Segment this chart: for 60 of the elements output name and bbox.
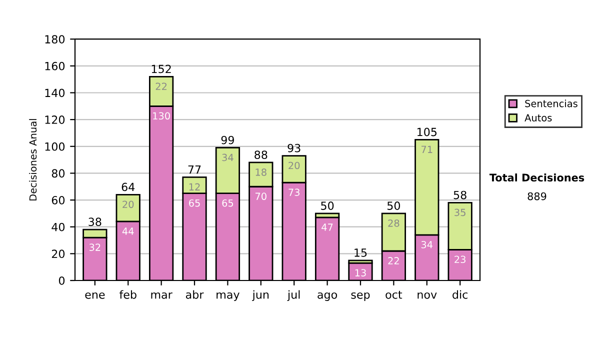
- data-label: 47: [322, 224, 333, 231]
- data-label: 35: [454, 208, 466, 216]
- x-tick-label: ago: [318, 292, 338, 301]
- legend-label: Sentencias: [525, 100, 578, 108]
- y-axis-title: Decisiones Anual: [29, 119, 37, 200]
- data-label: 130: [153, 112, 170, 120]
- x-tick-label: may: [216, 292, 240, 301]
- data-label: 20: [122, 200, 134, 208]
- total-label: 152: [152, 64, 171, 74]
- data-label: 23: [454, 256, 466, 264]
- total-label: 38: [88, 218, 102, 226]
- total-label: 93: [288, 144, 300, 152]
- total-label: 99: [221, 136, 234, 144]
- data-label: 32: [89, 244, 100, 251]
- x-tick-label: oct: [386, 290, 402, 299]
- y-tick-label: 60: [52, 196, 65, 204]
- data-label: 71: [421, 146, 432, 153]
- data-label: 22: [388, 257, 399, 264]
- data-label: 70: [256, 192, 266, 200]
- total-label: 50: [387, 202, 400, 210]
- data-label: 65: [222, 199, 234, 207]
- x-tick-label: dic: [452, 290, 468, 299]
- x-tick-label: jul: [287, 290, 300, 301]
- data-label: 65: [189, 199, 200, 207]
- y-tick-label: 120: [45, 116, 65, 124]
- y-tick-label: 100: [45, 142, 65, 151]
- y-tick-label: 20: [52, 250, 65, 258]
- data-label: 12: [189, 183, 200, 190]
- y-tick-label: 80: [52, 169, 65, 178]
- total-label: 15: [354, 248, 367, 257]
- y-tick-label: 140: [45, 88, 65, 98]
- x-tick-label: abr: [186, 290, 204, 299]
- data-label: 22: [156, 82, 167, 90]
- data-label: 18: [256, 168, 266, 176]
- x-tick-label: sep: [351, 292, 370, 301]
- data-label: 13: [355, 269, 366, 276]
- data-label: 73: [288, 188, 300, 196]
- total-label: 105: [418, 128, 437, 136]
- data-label: 44: [122, 228, 134, 235]
- y-tick-label: 160: [45, 62, 65, 70]
- x-tick-label: feb: [119, 290, 136, 299]
- total-label: 58: [454, 190, 466, 200]
- x-tick-label: mar: [151, 292, 172, 299]
- text: Total Decisiones: [489, 173, 584, 182]
- y-tick-label: 0: [58, 276, 65, 285]
- data-label: 28: [388, 219, 400, 227]
- data-label: 20: [288, 162, 300, 170]
- y-tick-label: 40: [52, 222, 65, 232]
- data-label: 34: [222, 154, 234, 162]
- x-tick-label: nov: [418, 292, 437, 299]
- legend-label: Autos: [524, 114, 552, 122]
- total-label: 50: [321, 202, 334, 210]
- text: 889: [528, 192, 546, 200]
- x-tick-label: jun: [252, 290, 269, 301]
- total-label: 88: [254, 150, 268, 159]
- x-tick-label: ene: [85, 292, 105, 299]
- y-tick-label: 180: [45, 35, 65, 44]
- data-label: 34: [421, 240, 433, 248]
- total-label: 64: [122, 182, 135, 192]
- total-label: 77: [188, 165, 201, 174]
